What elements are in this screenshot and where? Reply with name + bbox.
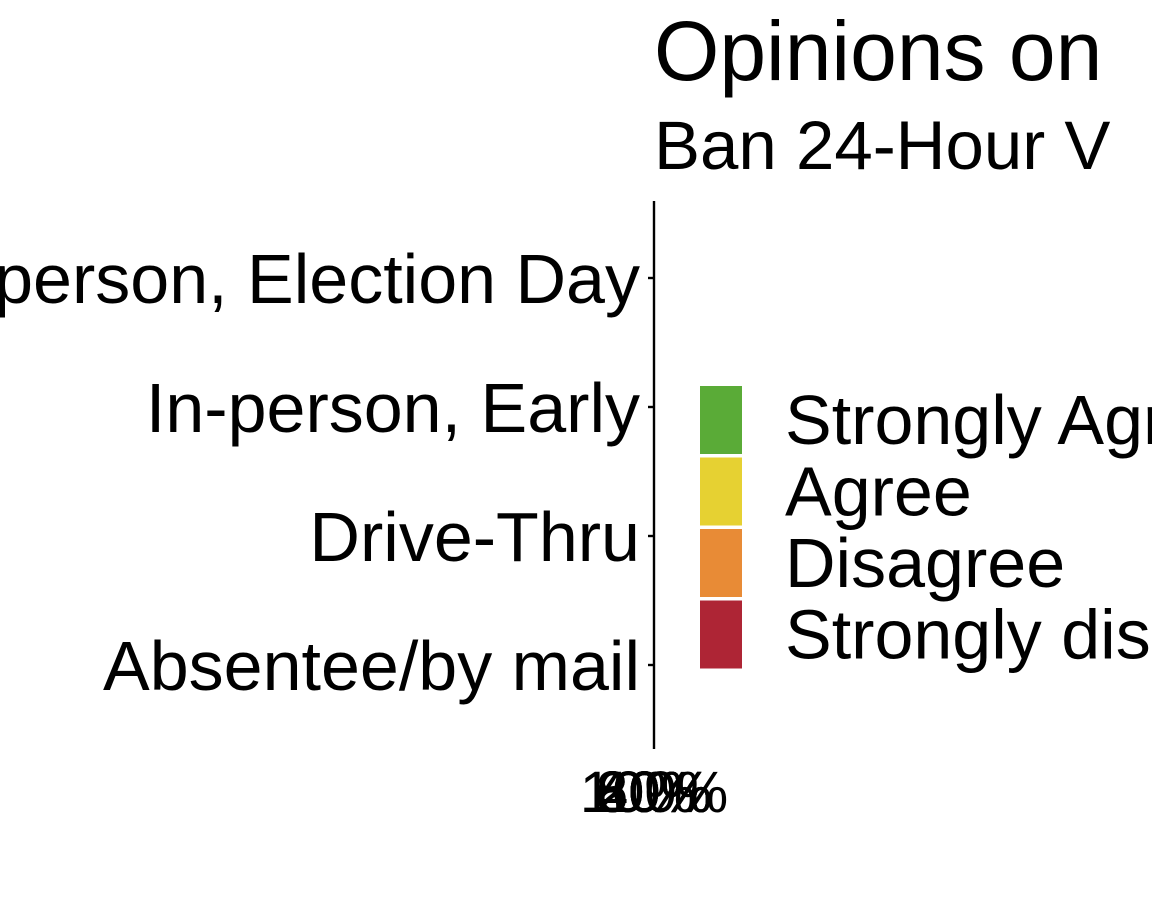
legend-key-strongly-disagree <box>700 600 742 669</box>
y-tick-label-in-person-early: In-person, Early <box>146 369 640 447</box>
legend: Strongly AgreeAgreeDisagreeStrongly disa… <box>700 381 1152 674</box>
x-tick-label-20: 20% <box>596 760 712 825</box>
legend-label-strongly-disagree: Strongly disagree <box>785 596 1152 674</box>
x-axis: 0%20%40%60%80%100% <box>580 760 728 825</box>
y-tick-label-in-person-election-day: In-person, Election Day <box>0 240 640 318</box>
plot-area: In-person, Election Day In-person, Early D… <box>0 201 728 825</box>
y-axis: In-person, Election Day In-person, Early D… <box>0 240 654 705</box>
legend-key-agree <box>700 457 742 526</box>
x-tick-label-100: 100% <box>580 760 728 825</box>
x-tick-label-40: 40% <box>596 760 712 825</box>
legend-label-strongly-agree: Strongly Agree <box>785 381 1152 459</box>
y-tick-label-drive-thru: Drive-Thru <box>309 498 640 576</box>
x-tick-label-0: 0% <box>612 760 696 825</box>
y-tick-label-absentee-by-mail: Absentee/by mail <box>103 627 640 705</box>
legend-key-strongly-agree <box>700 386 742 454</box>
x-tick-label-80: 80% <box>596 760 712 825</box>
chart-title: Opinions on <box>654 4 1102 98</box>
legend-label-disagree: Disagree <box>785 524 1065 602</box>
legend-label-agree: Agree <box>785 453 972 531</box>
legend-key-disagree <box>700 529 742 597</box>
chart-subtitle: Ban 24-Hour V <box>654 107 1110 184</box>
x-tick-label-60: 60% <box>596 760 712 825</box>
